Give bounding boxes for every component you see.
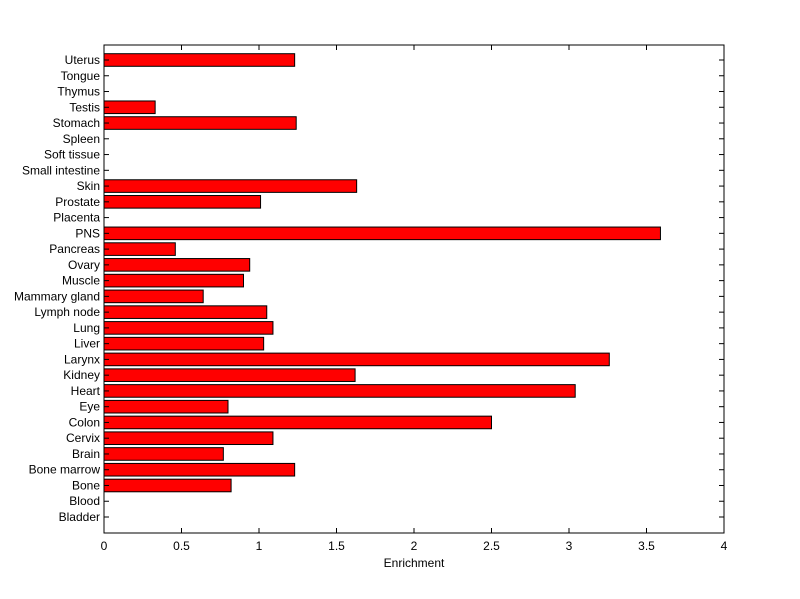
bar-pns (103, 226, 661, 241)
bar-liver (103, 336, 265, 351)
bars-group (103, 53, 661, 493)
bar-bone-marrow (103, 462, 296, 477)
bar-stomach (103, 116, 297, 130)
y-tick-label: Soft tissue (44, 148, 100, 162)
bar-skin (103, 179, 358, 193)
x-tick-label: 4 (721, 539, 728, 553)
y-tick-label: Lymph node (34, 305, 100, 319)
x-tick-label: 3 (566, 539, 573, 553)
y-tick-label: Kidney (63, 368, 100, 382)
y-tick-label: Lung (73, 321, 100, 335)
x-tick-label: 1 (256, 539, 263, 553)
y-tick-label: Bone marrow (29, 463, 101, 477)
bar-prostate (103, 195, 262, 209)
y-tick-label: Brain (72, 447, 100, 461)
bar-ovary (103, 258, 251, 272)
bar-pancreas (103, 242, 176, 256)
y-tick-label: Liver (74, 337, 100, 351)
y-tick-label: Stomach (53, 116, 100, 130)
bar-mammary-gland (103, 289, 204, 304)
y-tick-label: Heart (71, 384, 101, 398)
y-tick-label: Spleen (63, 132, 100, 146)
bar-uterus (103, 53, 296, 67)
y-tick-label: Tongue (61, 69, 101, 83)
x-tick-label: 2.5 (483, 539, 500, 553)
bar-heart (103, 384, 576, 398)
y-tick-label: PNS (75, 226, 100, 240)
y-tick-label: Muscle (62, 274, 100, 288)
y-tick-label: Blood (69, 494, 100, 508)
x-tick-label: 0.5 (173, 539, 190, 553)
bar-eye (103, 399, 229, 414)
bar-colon (103, 415, 492, 430)
y-tick-label: Skin (77, 179, 100, 193)
x-ticks-group: 0 0.5 1 1.5 2 2.5 3 3.5 4 (101, 45, 728, 553)
y-tick-label: Placenta (53, 211, 100, 225)
bar-brain (103, 447, 224, 461)
bar-larynx (103, 352, 610, 367)
y-tick-label: Eye (79, 400, 100, 414)
y-tick-label: Thymus (57, 85, 100, 99)
bar-muscle (103, 273, 244, 288)
y-tick-label: Bladder (59, 510, 100, 524)
y-tick-label: Pancreas (49, 242, 100, 256)
y-tick-label: Larynx (64, 352, 100, 366)
x-tick-label: 1.5 (328, 539, 345, 553)
x-tick-label: 3.5 (638, 539, 655, 553)
y-tick-label: Prostate (55, 195, 100, 209)
y-tick-label: Mammary gland (14, 289, 100, 303)
y-tick-label: Bone (72, 478, 100, 492)
x-tick-label: 0 (101, 539, 108, 553)
y-tick-label: Colon (69, 415, 100, 429)
y-tick-label: Small intestine (22, 163, 100, 177)
y-tick-label: Ovary (68, 258, 100, 272)
bar-lung (103, 321, 274, 335)
bar-lymph-node (103, 305, 268, 319)
y-tick-label: Cervix (66, 431, 100, 445)
bar-testis (103, 100, 156, 115)
y-tick-label: Uterus (65, 53, 100, 67)
bar-cervix (103, 431, 274, 446)
bar-kidney (103, 368, 356, 382)
bar-bone (103, 478, 232, 493)
y-tick-label: Testis (69, 100, 100, 114)
x-axis-label: Enrichment (384, 556, 445, 570)
x-tick-label: 2 (411, 539, 418, 553)
